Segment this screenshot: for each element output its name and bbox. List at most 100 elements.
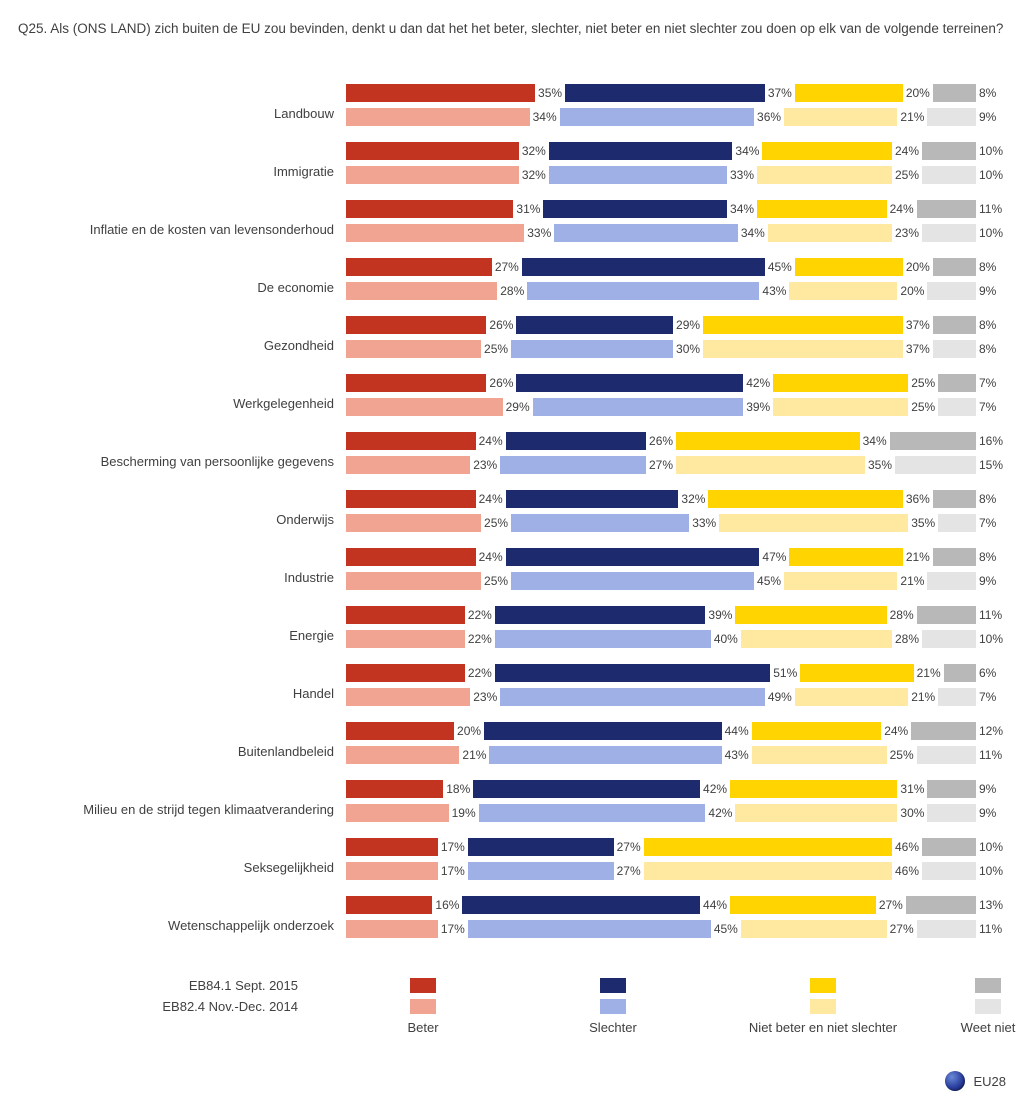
bar-segment-niet: 31% (730, 780, 897, 798)
bar-value-label: 23% (892, 224, 922, 242)
bar-segment-weet: 11% (917, 920, 976, 938)
bar-segment-beter: 22% (346, 630, 465, 648)
bar-value-label: 36% (754, 108, 784, 126)
bar-group: 19%42%30%9% (346, 804, 1006, 822)
bar-segment-niet: 35% (676, 456, 865, 474)
bar-group: 28%43%20%9% (346, 282, 1006, 300)
bar-value-label: 39% (743, 398, 773, 416)
bar-segment-weet: 6% (944, 664, 976, 682)
bar-value-label: 27% (614, 838, 644, 856)
bar-segment-beter: 29% (346, 398, 503, 416)
bar-group: 26%29%37%8% (346, 316, 1006, 334)
bar-segment-beter: 35% (346, 84, 535, 102)
bar-group: 32%33%25%10% (346, 166, 1006, 184)
bar-row: Inflatie en de kosten van levensonderhou… (18, 198, 1006, 220)
bar-value-label: 7% (976, 398, 1006, 416)
bar-value-label: 25% (481, 340, 511, 358)
bar-segment-slechter: 27% (468, 862, 614, 880)
bar-value-label: 15% (976, 456, 1006, 474)
bar-value-label: 42% (743, 374, 773, 392)
bar-row: De economie27%45%20%8% (18, 256, 1006, 278)
bar-segment-beter: 26% (346, 374, 486, 392)
bar-value-label: 25% (892, 166, 922, 184)
bar-value-label: 9% (976, 780, 1006, 798)
bar-segment-niet: 25% (773, 398, 908, 416)
legend-resp-slechter: Slechter (518, 1020, 708, 1035)
bar-value-label: 44% (722, 722, 752, 740)
bar-value-label: 22% (465, 630, 495, 648)
bar-value-label: 8% (976, 340, 1006, 358)
bar-row: 17%45%27%11% (18, 918, 1006, 940)
bar-value-label: 20% (454, 722, 484, 740)
legend-wave2-label: EB82.4 Nov.-Dec. 2014 (18, 999, 328, 1014)
bar-value-label: 8% (976, 84, 1006, 102)
bar-value-label: 6% (976, 664, 1006, 682)
bar-value-label: 33% (524, 224, 554, 242)
bar-segment-niet: 20% (795, 84, 903, 102)
bar-value-label: 23% (470, 688, 500, 706)
bar-value-label: 34% (860, 432, 890, 450)
bar-segment-weet: 8% (933, 490, 976, 508)
bar-segment-slechter: 42% (479, 804, 706, 822)
bar-segment-slechter: 39% (533, 398, 744, 416)
bar-value-label: 10% (976, 166, 1006, 184)
legend: EB84.1 Sept. 2015 EB82.4 Nov.-Dec. 2014 … (18, 978, 1006, 1035)
topic-block: Immigratie32%34%24%10%32%33%25%10% (18, 140, 1006, 186)
legend-wave1-label: EB84.1 Sept. 2015 (18, 978, 328, 993)
bar-segment-slechter: 27% (468, 838, 614, 856)
bar-group: 18%42%31%9% (346, 780, 1006, 798)
bar-segment-beter: 32% (346, 142, 519, 160)
bar-value-label: 39% (705, 606, 735, 624)
bar-value-label: 21% (903, 548, 933, 566)
bar-segment-beter: 25% (346, 340, 481, 358)
bar-value-label: 51% (770, 664, 800, 682)
bar-row: Bescherming van persoonlijke gegevens24%… (18, 430, 1006, 452)
bar-value-label: 22% (465, 664, 495, 682)
legend-swatch-w2-beter (410, 999, 436, 1014)
bar-segment-niet: 25% (752, 746, 887, 764)
bar-value-label: 13% (976, 896, 1006, 914)
bar-value-label: 7% (976, 688, 1006, 706)
bar-segment-slechter: 42% (516, 374, 743, 392)
bar-row: 23%49%21%7% (18, 686, 1006, 708)
bar-value-label: 10% (976, 630, 1006, 648)
bar-row: Seksegelijkheid17%27%46%10% (18, 836, 1006, 858)
bar-value-label: 17% (438, 838, 468, 856)
bar-value-label: 8% (976, 258, 1006, 276)
bar-group: 16%44%27%13% (346, 896, 1006, 914)
bar-segment-slechter: 42% (473, 780, 700, 798)
bar-segment-weet: 13% (906, 896, 976, 914)
bar-value-label: 24% (887, 200, 917, 218)
bar-value-label: 21% (908, 688, 938, 706)
bar-value-label: 47% (759, 548, 789, 566)
bar-value-label: 24% (476, 490, 506, 508)
bar-segment-weet: 11% (917, 200, 976, 218)
bar-row: Werkgelegenheid26%42%25%7% (18, 372, 1006, 394)
bar-value-label: 24% (476, 432, 506, 450)
bar-segment-beter: 17% (346, 920, 438, 938)
bar-group: 25%33%35%7% (346, 514, 1006, 532)
bar-row: 25%30%37%8% (18, 338, 1006, 360)
bar-group: 35% 37% 20% 8% (346, 84, 1006, 102)
bar-group: 32%34%24%10% (346, 142, 1006, 160)
bar-value-label: 25% (908, 374, 938, 392)
bar-segment-niet: 24% (757, 200, 887, 218)
bar-value-label: 26% (486, 374, 516, 392)
bar-row: Energie22%39%28%11% (18, 604, 1006, 626)
bar-value-label: 25% (908, 398, 938, 416)
bar-segment-weet: 7% (938, 514, 976, 532)
bar-segment-beter: 23% (346, 456, 470, 474)
bar-group: 25%30%37%8% (346, 340, 1006, 358)
bar-value-label: 32% (519, 142, 549, 160)
bar-value-label: 26% (646, 432, 676, 450)
bar-value-label: 11% (976, 606, 1006, 624)
bar-row: Handel22%51%21%6% (18, 662, 1006, 684)
bar-segment-slechter: 37% (565, 84, 765, 102)
bar-group: 25%45%21%9% (346, 572, 1006, 590)
topic-block: Handel22%51%21%6%23%49%21%7% (18, 662, 1006, 708)
bar-value-label: 27% (646, 456, 676, 474)
bar-segment-slechter: 40% (495, 630, 711, 648)
bar-segment-beter: 27% (346, 258, 492, 276)
bar-value-label: 46% (892, 862, 922, 880)
bar-segment-niet: 37% (703, 340, 903, 358)
